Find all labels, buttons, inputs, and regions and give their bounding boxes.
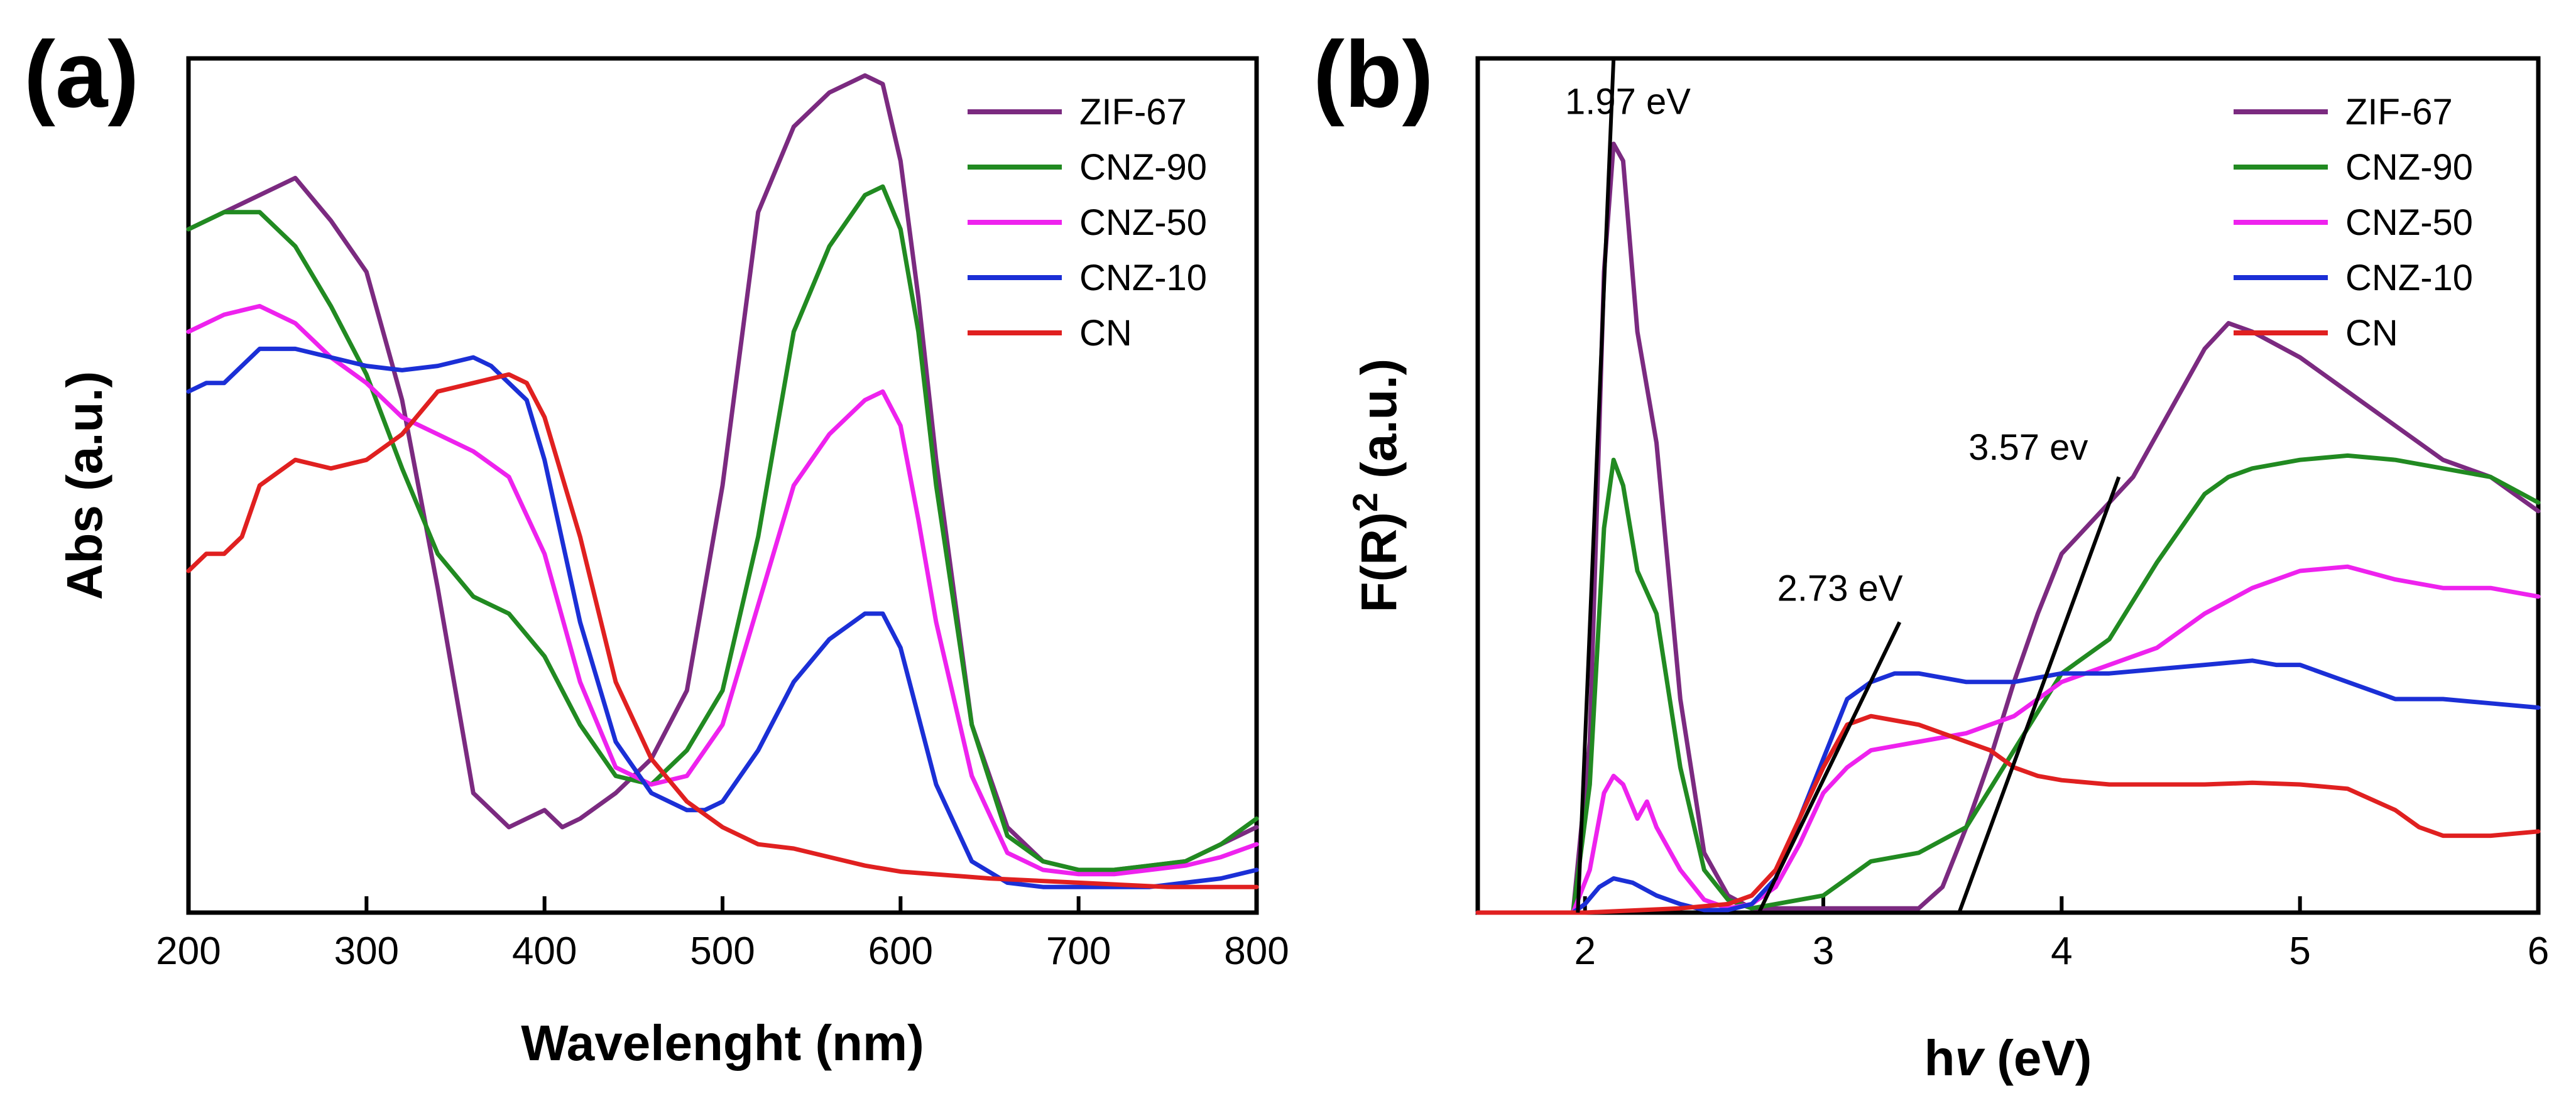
legend-label-zif-67: ZIF-67 — [1079, 92, 1187, 133]
panel-a-x-axis-title: Wavelenght (nm) — [521, 1015, 924, 1071]
panel-b: (b) 2 3 4 5 6 1.97 eV 2.73 eV 3.57 ev ZIF-67 CN… — [1313, 21, 2549, 1086]
x-tick-label: 400 — [512, 930, 577, 973]
x-tick-label: 600 — [868, 930, 933, 973]
series-line-cnz-90 — [186, 184, 1259, 872]
legend-label-cnz-50: CNZ-50 — [1079, 202, 1207, 243]
panel-a-series — [186, 73, 1259, 889]
series-line-cnz-90 — [1475, 453, 2541, 915]
panel-b-tangent-lines — [1576, 58, 2121, 914]
band-gap-annotation: 2.73 eV — [1777, 568, 1903, 609]
series-line-cn — [186, 372, 1259, 889]
legend-label-cn: CN — [1079, 313, 1132, 354]
x-tick-label: 2 — [1574, 930, 1595, 973]
panel-b-x-axis-title: hv (eV) — [1924, 1030, 2092, 1086]
x-tick-label: 800 — [1224, 930, 1289, 973]
legend-label-cnz-10: CNZ-10 — [2345, 258, 2473, 298]
panel-a: (a) 200 300 400 500 600 700 800 ZIF-67 CNZ-90 CN… — [24, 21, 1289, 1071]
series-line-cnz-10 — [1475, 658, 2541, 915]
panel-b-y-axis-title-main: F(R) — [1351, 512, 1407, 612]
x-tick-label: 700 — [1046, 930, 1111, 973]
panel-b-y-axis-title-unit: (a.u.) — [1351, 359, 1407, 492]
panel-b-x-axis: 2 3 4 5 6 — [1574, 896, 2549, 973]
panel-b-x-axis-title-symbol: v — [1955, 1030, 1986, 1086]
legend-label-zif-67: ZIF-67 — [2345, 92, 2453, 133]
panel-b-legend: ZIF-67 CNZ-90 CNZ-50 CNZ-10 CN — [2234, 92, 2473, 354]
x-tick-label: 4 — [2051, 930, 2072, 973]
x-tick-label: 5 — [2289, 930, 2310, 973]
panel-b-y-axis-title-sup: 2 — [1345, 492, 1385, 512]
tangent-line — [1957, 476, 2121, 914]
x-tick-label: 200 — [156, 930, 221, 973]
panel-b-series — [1475, 141, 2541, 915]
x-tick-label: 6 — [2528, 930, 2549, 973]
tangent-line — [1757, 621, 1902, 914]
panel-b-label: (b) — [1313, 21, 1434, 127]
panel-b-y-axis-title: F(R)2 (a.u.) — [1345, 359, 1407, 612]
series-line-cn — [1475, 713, 2541, 915]
legend-label-cnz-90: CNZ-90 — [2345, 147, 2473, 188]
panel-a-x-axis: 200 300 400 500 600 700 800 — [156, 896, 1289, 973]
legend-label-cnz-10: CNZ-10 — [1079, 258, 1207, 298]
legend-label-cnz-50: CNZ-50 — [2345, 202, 2473, 243]
panel-a-y-axis-title: Abs (a.u.) — [57, 371, 112, 600]
panel-a-legend: ZIF-67 CNZ-90 CNZ-50 CNZ-10 CN — [968, 92, 1207, 354]
series-line-zif-67 — [186, 73, 1259, 872]
x-tick-label: 300 — [334, 930, 399, 973]
tangent-line — [1576, 58, 1616, 913]
series-line-cnz-10 — [186, 346, 1259, 889]
panel-b-x-axis-title-unit: (eV) — [1983, 1030, 2092, 1086]
x-tick-label: 3 — [1813, 930, 1834, 973]
band-gap-annotation: 3.57 ev — [1968, 427, 2088, 468]
panel-b-x-axis-title-main: h — [1924, 1030, 1955, 1086]
x-tick-label: 500 — [690, 930, 755, 973]
panel-b-plot-frame — [1475, 56, 2541, 915]
legend-label-cnz-90: CNZ-90 — [1079, 147, 1207, 188]
panel-a-label: (a) — [24, 21, 139, 127]
band-gap-annotation: 1.97 eV — [1565, 81, 1691, 122]
legend-label-cn: CN — [2345, 313, 2398, 354]
series-line-cnz-50 — [1475, 564, 2541, 915]
series-line-cnz-50 — [186, 303, 1259, 877]
panel-b-annotations: 1.97 eV 2.73 eV 3.57 ev — [1565, 81, 2088, 609]
